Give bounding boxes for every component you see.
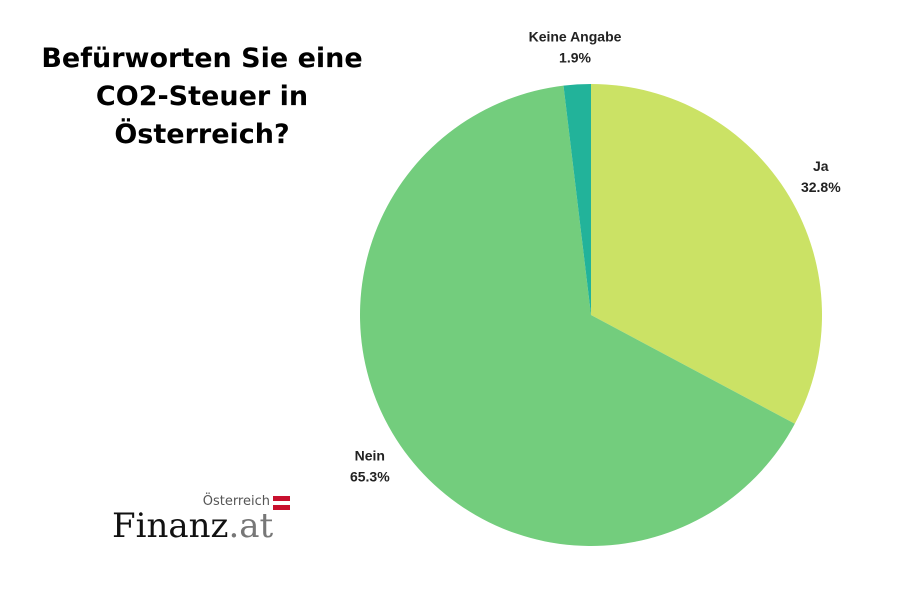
slice-label-keine-angabe: Keine Angabe 1.9% (529, 28, 622, 65)
chart-title: Befürworten Sie eine CO2-Steuer in Öster… (41, 43, 363, 150)
flag-stripe-bottom (273, 505, 290, 510)
slice-label-ja: Ja 32.8% (801, 158, 841, 195)
slice-name-ja: Ja (813, 158, 829, 174)
pie-slice-keine-angabe (563, 84, 591, 315)
logo-wordmark: Finanz.at (112, 506, 273, 546)
slice-value-keine-angabe: 1.9% (559, 49, 591, 65)
slice-name-nein: Nein (355, 447, 385, 463)
slice-label-nein: Nein 65.3% (350, 447, 390, 484)
logo-brand-suffix: .at (228, 506, 274, 546)
austria-flag-icon (273, 496, 290, 510)
pie-slice-ja (591, 84, 822, 424)
pie-slice-nein (360, 85, 795, 547)
finanz-logo: Österreich Finanz.at (110, 492, 300, 552)
slice-name-keine-angabe: Keine Angabe (529, 28, 622, 44)
logo-country-label: Österreich (202, 494, 270, 509)
flag-stripe-top (273, 496, 290, 501)
slice-value-ja: 32.8% (801, 179, 841, 195)
slice-value-nein: 65.3% (350, 468, 390, 484)
logo-brand-main: Finanz (112, 506, 229, 546)
flag-stripe-middle (273, 500, 290, 506)
